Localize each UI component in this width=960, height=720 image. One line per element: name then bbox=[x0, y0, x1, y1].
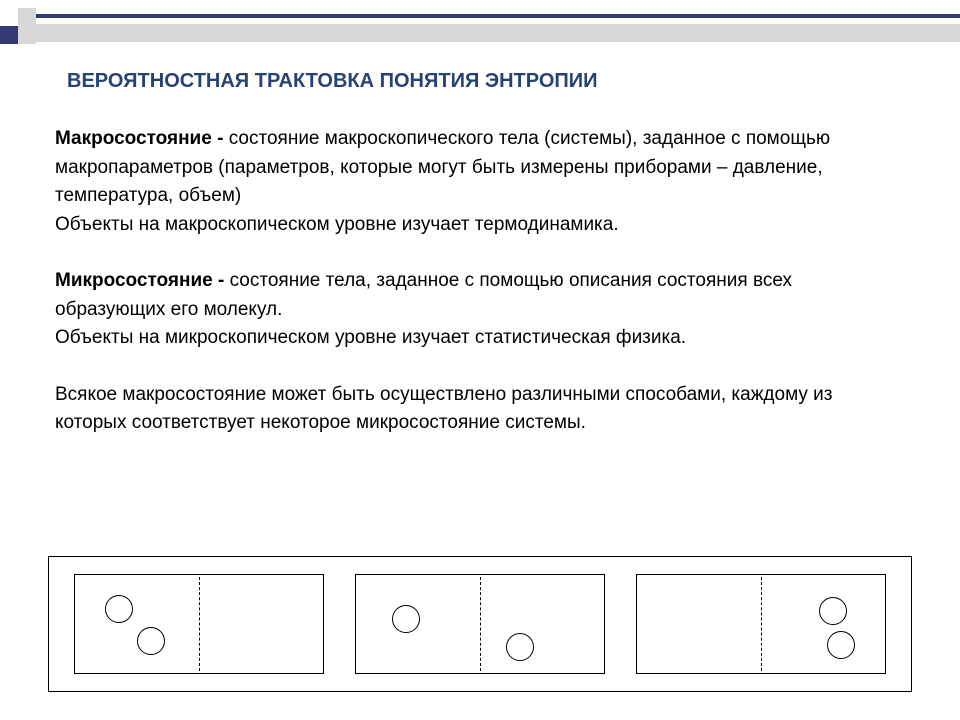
paragraph-summary: Всякое макросостояние может быть осущест… bbox=[55, 381, 905, 438]
microstate-diagram bbox=[48, 556, 912, 692]
state-box-3 bbox=[636, 574, 886, 674]
particle-circle bbox=[392, 605, 420, 633]
state-box-1 bbox=[74, 574, 324, 674]
particle-circle bbox=[819, 597, 847, 625]
macrostate-term: Макросостояние - bbox=[55, 128, 229, 149]
slide-title: ВЕРОЯТНОСТНАЯ ТРАКТОВКА ПОНЯТИЯ ЭНТРОПИИ bbox=[55, 70, 905, 93]
particle-circle bbox=[506, 633, 534, 661]
particle-circle bbox=[137, 627, 165, 655]
microstate-note: Объекты на микроскопическом уровне изуча… bbox=[55, 327, 686, 348]
paragraph-macrostate: Макросостояние - состояние макроскопичес… bbox=[55, 125, 905, 239]
body-text: Макросостояние - состояние макроскопичес… bbox=[55, 125, 905, 438]
particle-circle bbox=[105, 595, 133, 623]
header-decoration bbox=[0, 0, 960, 50]
macrostate-note: Объекты на макроскопическом уровне изуча… bbox=[55, 214, 619, 235]
box-divider bbox=[480, 577, 481, 671]
box-divider bbox=[761, 577, 762, 671]
slide-content: ВЕРОЯТНОСТНАЯ ТРАКТОВКА ПОНЯТИЯ ЭНТРОПИИ… bbox=[0, 0, 960, 438]
paragraph-microstate: Микросостояние - состояние тела, заданно… bbox=[55, 267, 905, 353]
particle-circle bbox=[827, 631, 855, 659]
state-box-2 bbox=[355, 574, 605, 674]
box-divider bbox=[199, 577, 200, 671]
microstate-term: Микросостояние - bbox=[55, 270, 230, 291]
